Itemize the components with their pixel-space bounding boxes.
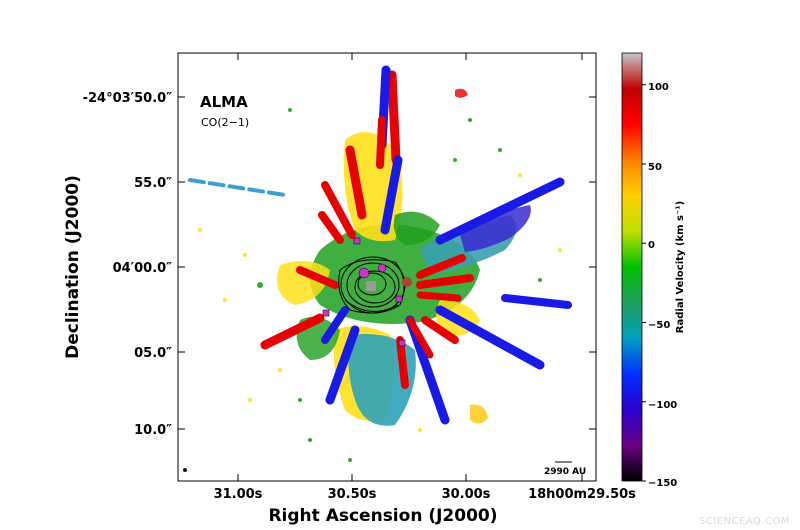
streak-blue-ne: [435, 177, 565, 245]
colorbar-tick-label: 0: [648, 240, 655, 251]
y-tick-label: -24°03′50.0″: [83, 91, 173, 106]
watermark-text: SCIENCEAQ.COM: [699, 516, 790, 527]
x-axis-ticks: [237, 53, 583, 481]
streak-red-nw2: [321, 181, 356, 239]
streak-blue-s: [325, 325, 360, 405]
colorbar-tick-label: −50: [648, 320, 670, 331]
y-tick-label: 55.0″: [134, 176, 172, 191]
streak-blue-se1: [435, 305, 545, 370]
colorbar-ticks: [642, 84, 646, 482]
green-emission-north: [393, 211, 440, 245]
streak-blue-e: [501, 294, 572, 309]
colorbar-tick-label: −100: [648, 400, 677, 411]
telescope-label: ALMA: [200, 93, 248, 111]
marker-square: [353, 237, 361, 245]
streak-blue-nnw: [380, 155, 403, 235]
streak-red-se2: [406, 316, 434, 359]
streak-red-sw: [260, 313, 325, 350]
streak-red-w: [296, 266, 339, 289]
outflow-streaks: [188, 65, 572, 425]
emission-map: [183, 65, 572, 472]
blue-emission-lobe: [460, 205, 531, 252]
red-patch-ne: [455, 88, 468, 98]
central-contours: [338, 256, 406, 314]
central-source-square: [366, 281, 376, 291]
y-axis-title: Declination (J2000): [63, 175, 83, 359]
colorbar-tick-label: 50: [648, 162, 662, 173]
y-axis-ticks: [178, 96, 596, 430]
streak-red-s: [396, 336, 409, 389]
y-tick-label: 04′00.0″: [113, 261, 173, 276]
marker-square: [395, 295, 403, 303]
streak-red-nw1: [345, 145, 367, 220]
marker-square: [322, 309, 330, 317]
x-tick-label: 31.00s: [214, 487, 263, 502]
marker-circle: [358, 267, 370, 279]
x-tick-label: 18h00m29.50s: [528, 487, 636, 502]
x-tick-label: 30.50s: [328, 487, 377, 502]
streak-red-ne: [416, 254, 466, 279]
streak-red-nnw: [376, 116, 386, 169]
colorbar: [621, 52, 643, 482]
scale-bar-label: 2990 AU: [544, 467, 586, 477]
colorbar-title: Radial Velocity (km s⁻¹): [675, 201, 686, 333]
yellow-emission-west: [277, 261, 330, 305]
streak-red-e2: [416, 291, 462, 302]
streak-blue-sw: [321, 306, 349, 344]
yellow-patch-se: [470, 404, 488, 424]
colorbar-tick-label: 100: [648, 82, 669, 93]
x-axis-title: Right Ascension (J2000): [268, 506, 497, 526]
line-label: CO(2−1): [201, 116, 249, 129]
streak-teal-w: [188, 178, 287, 197]
streak-red-north: [387, 70, 401, 165]
marker-square: [398, 339, 406, 347]
streak-red-e: [416, 274, 474, 289]
marker-circle-red: [402, 277, 412, 287]
speckle-field: [183, 108, 562, 472]
y-tick-label: 05.0″: [134, 346, 172, 361]
source-markers: [322, 237, 412, 347]
x-tick-label: 30.00s: [442, 487, 491, 502]
colorbar-tick-label: −150: [648, 478, 677, 489]
streak-red-nw3: [318, 211, 344, 244]
y-tick-label: 10.0″: [134, 423, 172, 438]
streak-red-se: [421, 316, 459, 344]
marker-circle: [377, 263, 387, 273]
